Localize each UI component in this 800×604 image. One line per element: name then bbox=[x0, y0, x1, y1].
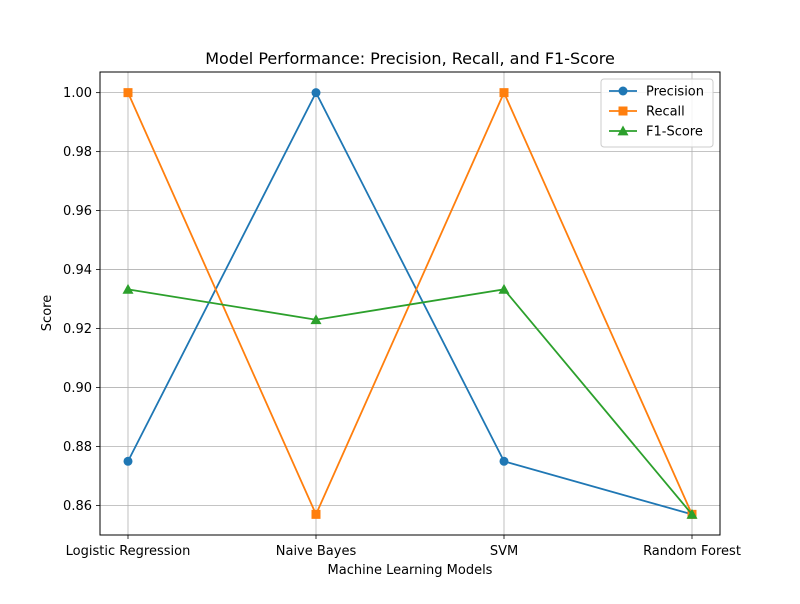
grid-layer bbox=[100, 72, 720, 535]
x-tick-label: Random Forest bbox=[643, 544, 741, 559]
x-axis-label: Machine Learning Models bbox=[328, 563, 493, 578]
legend-swatch-marker bbox=[618, 86, 628, 96]
legend-item-recall: Recall bbox=[609, 105, 685, 120]
y-axis-label: Score bbox=[40, 295, 55, 331]
y-tick-label: 0.92 bbox=[63, 322, 92, 337]
legend-label: Recall bbox=[646, 105, 685, 120]
precision-point bbox=[499, 456, 509, 466]
y-tick-label: 1.00 bbox=[63, 86, 92, 101]
y-tick-label: 0.94 bbox=[63, 263, 92, 278]
plot-frame bbox=[99, 71, 721, 536]
recall-point bbox=[499, 88, 509, 98]
legend-box bbox=[600, 78, 714, 148]
y-tick-label: 0.86 bbox=[63, 499, 92, 514]
precision-line bbox=[127, 90, 693, 516]
recall-line bbox=[127, 90, 693, 517]
legend-item-precision: Precision bbox=[609, 85, 704, 100]
f1-score-line bbox=[127, 288, 693, 515]
recall-point bbox=[123, 88, 133, 98]
chart-title: Model Performance: Precision, Recall, an… bbox=[205, 49, 615, 68]
tick-layer: Logistic Regression Naive Bayes SVM Random … bbox=[63, 86, 741, 559]
legend-label: F1-Score bbox=[646, 125, 703, 140]
legend-label: Precision bbox=[646, 85, 704, 100]
legend-item-f1-score: F1-Score bbox=[609, 125, 703, 140]
f1-score-point bbox=[498, 283, 510, 294]
legend: Precision Recall F1-Score bbox=[600, 78, 714, 148]
f1-score-point bbox=[122, 283, 134, 294]
x-tick-label: Logistic Regression bbox=[66, 544, 191, 559]
x-tick-label: Naive Bayes bbox=[276, 544, 357, 559]
x-tick-label: SVM bbox=[490, 544, 518, 559]
y-tick-label: 0.98 bbox=[63, 145, 92, 160]
series-f1-score bbox=[122, 283, 698, 519]
f1-score-point bbox=[310, 314, 322, 325]
precision-point bbox=[123, 456, 133, 466]
legend-swatch-marker bbox=[618, 106, 628, 116]
recall-point bbox=[311, 509, 321, 519]
legend-swatch-marker bbox=[617, 125, 629, 136]
y-tick-label: 0.90 bbox=[63, 381, 92, 396]
y-tick-label: 0.96 bbox=[63, 204, 92, 219]
y-tick-label: 0.88 bbox=[63, 440, 92, 455]
precision-point bbox=[311, 88, 321, 98]
f1-score-point bbox=[686, 508, 698, 519]
series-layer bbox=[122, 88, 698, 519]
